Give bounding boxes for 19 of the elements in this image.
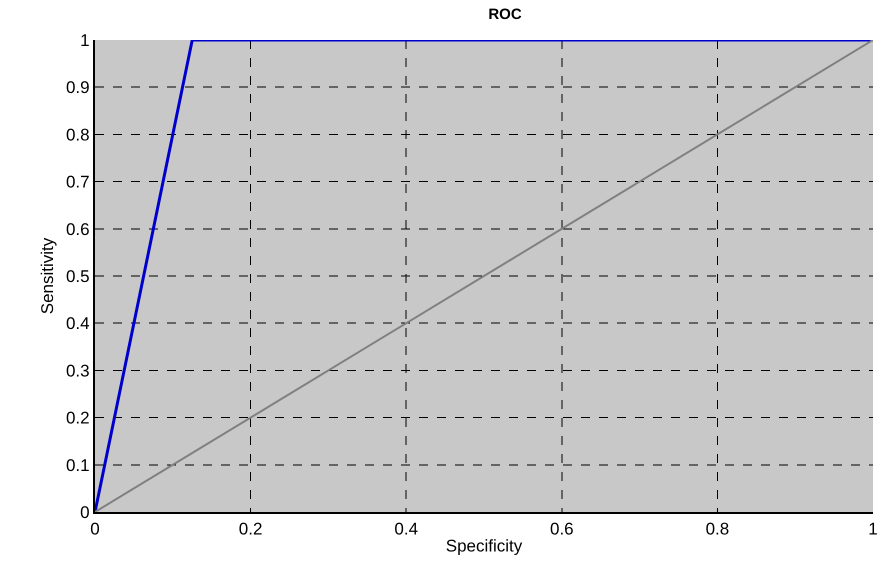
y-tick-label: 0.2 [66,408,90,428]
x-tick-label: 0.8 [706,519,730,538]
y-tick-label: 0.6 [66,220,90,239]
y-tick-label: 0.8 [66,125,90,144]
y-tick-label: 0.1 [66,456,90,475]
y-tick-label: 1 [80,30,90,50]
chart-title: ROC [488,6,522,24]
y-tick-label: 0.4 [66,314,90,334]
y-tick-label: 0.9 [66,78,90,98]
x-axis-title: Specificity [446,536,523,556]
x-tick-label: 1 [868,519,878,538]
x-tick-label: 0.4 [394,519,418,538]
y-tick-label: 0.5 [66,266,90,286]
x-tick-label: 0.2 [238,519,262,538]
y-tick-label: 0 [80,502,90,522]
y-tick-label: 0.7 [66,172,90,192]
y-tick-label: 0.3 [66,361,90,380]
y-axis-title: Sensitivity [38,237,58,314]
x-tick-label: 0.6 [550,519,574,538]
